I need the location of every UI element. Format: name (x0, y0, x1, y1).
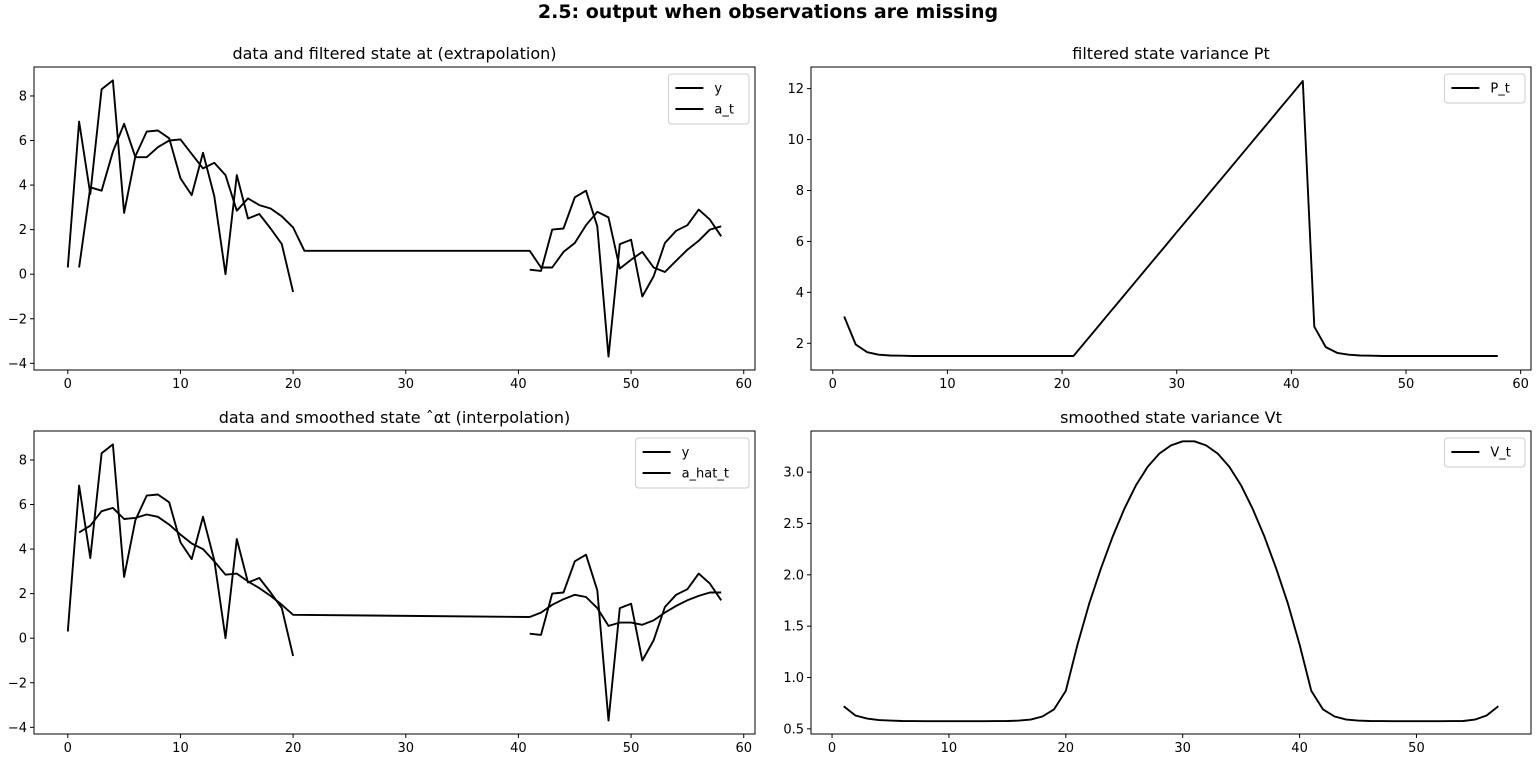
x-tick-label: 0 (828, 741, 836, 756)
x-tick-label: 60 (735, 377, 752, 392)
subplot-1: data and filtered state at (extrapolatio… (8, 44, 756, 392)
legend-label: P_t (1490, 82, 1509, 97)
subplot-2: filtered state variance Pt 0 10 20 30 40 50 60 2… (787, 44, 1532, 392)
y-tick-label: 3.0 (783, 466, 804, 481)
y-tick-label: 2 (796, 337, 804, 352)
y-tick-label: 2 (19, 587, 27, 602)
y-tick-label: −2 (8, 676, 27, 691)
axes-frame (810, 66, 1532, 371)
y-tick-label: −4 (8, 357, 27, 372)
legend-label: y (682, 446, 690, 461)
x-tick-label: 40 (510, 741, 527, 756)
y-tick-label: 0.5 (783, 722, 804, 737)
legend-box (635, 437, 750, 489)
legend-box (1443, 73, 1526, 104)
x-tick-label: 30 (1168, 377, 1185, 392)
x-tick-label: 20 (285, 377, 302, 392)
y-tick-label: 1.5 (783, 620, 804, 635)
y-tick-label: 4 (796, 286, 804, 301)
series-line-a_t (78, 122, 722, 273)
legend-label: V_t (1490, 446, 1511, 461)
x-tick-label: 0 (64, 377, 72, 392)
series-group (843, 440, 1499, 723)
axes-frame (810, 430, 1532, 735)
legend-label: y (714, 82, 722, 97)
legend-label: a_t (714, 103, 734, 118)
series-group (843, 80, 1498, 357)
y-tick-label: 10 (787, 133, 804, 148)
subplot-title: data and filtered state at (extrapolatio… (232, 44, 556, 63)
y-tick-label: 1.0 (783, 671, 804, 686)
axes-frame (33, 66, 756, 371)
subplot-3: data and smoothed state ˆαt (interpolati… (8, 408, 756, 756)
x-tick-label: 0 (829, 377, 837, 392)
x-tick-label: 20 (285, 741, 302, 756)
subplot-4: smoothed state variance Vt 0 10 20 30 40 50 0.5… (783, 408, 1532, 756)
series-line-P_t (843, 80, 1498, 357)
series-group (66, 79, 722, 358)
x-tick-label: 30 (1174, 741, 1191, 756)
y-tick-label: 4 (19, 179, 27, 194)
subplot-title: filtered state variance Pt (1072, 44, 1269, 63)
x-tick-label: 20 (1054, 377, 1071, 392)
y-tick-label: 8 (19, 453, 27, 468)
x-tick-label: 10 (939, 377, 956, 392)
y-tick-label: 6 (796, 235, 804, 250)
y-tick-label: 4 (19, 543, 27, 558)
y-tick-label: 2.0 (783, 568, 804, 583)
series-line-y (529, 553, 722, 722)
x-tick-label: 50 (1398, 377, 1415, 392)
axes-frame (33, 430, 756, 735)
x-tick-label: 50 (623, 741, 640, 756)
series-line-y (529, 189, 722, 358)
y-tick-label: 8 (19, 89, 27, 104)
y-tick-label: 2 (19, 223, 27, 238)
legend: V_t (1443, 437, 1526, 468)
x-tick-label: 20 (1058, 741, 1075, 756)
x-tick-label: 60 (735, 741, 752, 756)
x-tick-label: 50 (1408, 741, 1425, 756)
y-tick-label: 0 (19, 632, 27, 647)
y-tick-label: 6 (19, 134, 27, 149)
x-tick-label: 40 (1283, 377, 1300, 392)
x-tick-label: 60 (1512, 377, 1529, 392)
y-tick-label: 6 (19, 498, 27, 513)
x-tick-label: 40 (1291, 741, 1308, 756)
legend: P_t (1443, 73, 1526, 104)
y-tick-label: 2.5 (783, 517, 804, 532)
y-tick-label: 8 (796, 184, 804, 199)
x-tick-label: 10 (941, 741, 958, 756)
series-line-a_hat_t (78, 506, 722, 627)
x-tick-label: 10 (172, 741, 189, 756)
x-tick-label: 10 (172, 377, 189, 392)
legend-box (667, 73, 750, 125)
legend: y a_t (667, 73, 750, 125)
series-line-y (66, 443, 295, 657)
legend: y a_hat_t (635, 437, 750, 489)
figure-title: 2.5: output when observations are missin… (537, 1, 999, 23)
series-group (66, 443, 722, 722)
subplot-title: data and smoothed state ˆαt (interpolati… (219, 408, 570, 427)
series-line-y (66, 79, 295, 293)
y-tick-label: 0 (19, 268, 27, 283)
x-tick-label: 40 (510, 377, 527, 392)
series-line-V_t (843, 440, 1499, 723)
y-tick-label: −4 (8, 721, 27, 736)
subplot-title: smoothed state variance Vt (1060, 408, 1282, 427)
x-tick-label: 50 (623, 377, 640, 392)
y-tick-label: −2 (8, 312, 27, 327)
x-tick-label: 0 (64, 741, 72, 756)
legend-box (1443, 437, 1526, 468)
y-tick-label: 12 (787, 82, 804, 97)
legend-label: a_hat_t (682, 467, 729, 482)
x-tick-label: 30 (397, 741, 414, 756)
x-tick-label: 30 (397, 377, 414, 392)
